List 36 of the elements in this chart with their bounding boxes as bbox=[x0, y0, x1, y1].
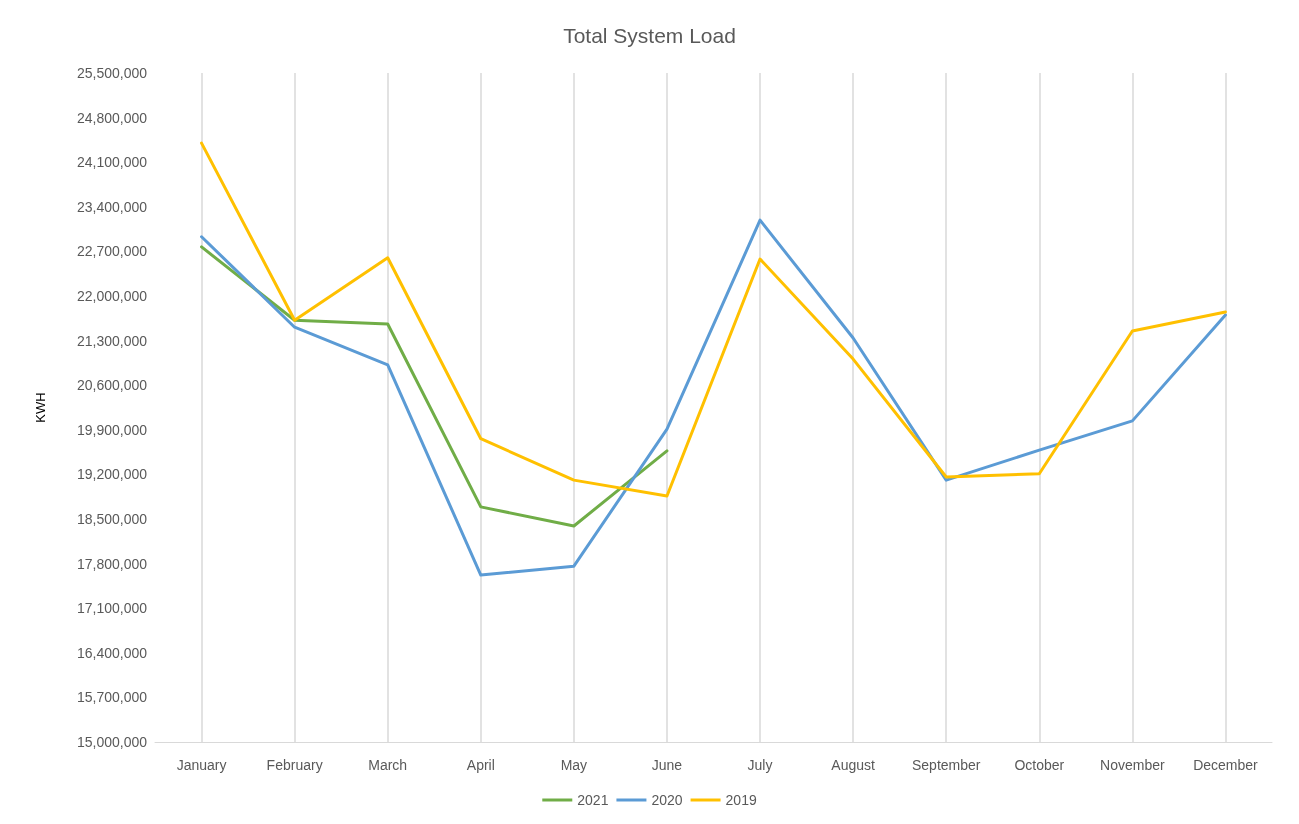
y-tick-label: 15,000,000 bbox=[76, 734, 148, 750]
x-tick-label: December bbox=[1193, 757, 1259, 773]
line-series bbox=[200, 245, 669, 528]
y-tick-label: 16,400,000 bbox=[76, 644, 148, 661]
y-axis-title: KWH bbox=[33, 392, 48, 423]
legend-label: 2020 bbox=[651, 792, 683, 808]
y-tick-label: 15,700,000 bbox=[76, 689, 148, 706]
x-tick-label: August bbox=[831, 757, 876, 773]
legend-label: 2021 bbox=[577, 792, 609, 808]
x-tick-label: June bbox=[651, 757, 683, 773]
x-tick-label: February bbox=[266, 757, 323, 773]
y-tick-label: 24,800,000 bbox=[76, 109, 148, 126]
y-tick-label: 25,500,000 bbox=[76, 65, 148, 81]
line-series bbox=[200, 218, 1227, 577]
x-tick-label: October bbox=[1014, 757, 1065, 773]
y-tick-label: 21,300,000 bbox=[76, 332, 148, 349]
y-tick-label: 18,500,000 bbox=[76, 511, 148, 527]
y-tick-label: 20,600,000 bbox=[76, 377, 148, 394]
y-tick-label: 17,100,000 bbox=[76, 600, 148, 617]
x-tick-label: January bbox=[176, 757, 227, 773]
y-tick-label: 23,400,000 bbox=[76, 198, 148, 215]
x-tick-label: May bbox=[560, 757, 588, 773]
y-tick-label: 22,700,000 bbox=[76, 243, 148, 260]
line-series bbox=[200, 141, 1227, 498]
x-tick-label: March bbox=[368, 757, 408, 773]
x-tick-label: April bbox=[466, 757, 495, 773]
y-tick-label: 24,100,000 bbox=[76, 154, 148, 171]
x-tick-label: July bbox=[747, 757, 773, 773]
y-tick-label: 19,900,000 bbox=[76, 421, 148, 438]
x-tick-label: September bbox=[911, 757, 981, 773]
legend-label: 2019 bbox=[725, 792, 757, 808]
y-tick-label: 19,200,000 bbox=[76, 466, 148, 483]
y-tick-label: 17,800,000 bbox=[76, 555, 148, 572]
chart-title: Total System Load bbox=[563, 24, 736, 47]
x-tick-label: November bbox=[1100, 757, 1165, 773]
y-tick-label: 22,000,000 bbox=[76, 288, 148, 304]
